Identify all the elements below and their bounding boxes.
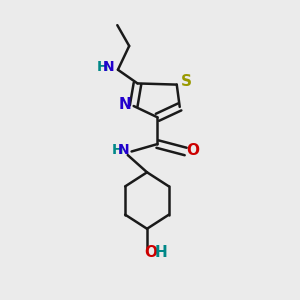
Text: O: O	[144, 245, 157, 260]
Text: S: S	[181, 74, 192, 88]
Text: H: H	[97, 60, 108, 74]
Text: H: H	[155, 245, 168, 260]
Text: O: O	[187, 142, 200, 158]
Text: N: N	[103, 60, 115, 74]
Text: H: H	[112, 143, 123, 157]
Text: N: N	[118, 97, 131, 112]
Text: N: N	[118, 143, 130, 157]
